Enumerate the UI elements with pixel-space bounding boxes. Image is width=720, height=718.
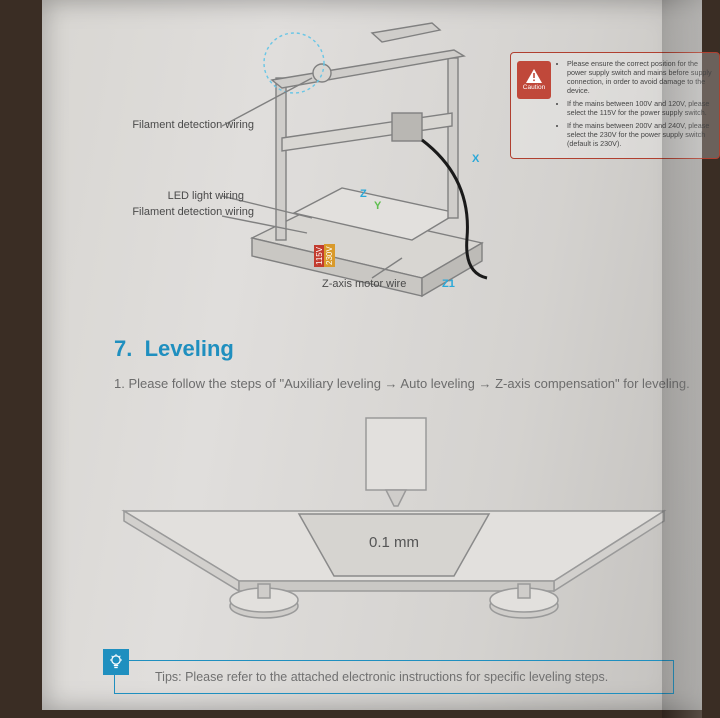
label-filament-detection-2: Filament detection wiring: [104, 206, 254, 218]
axis-x: X: [472, 153, 479, 165]
label-z1-code: Z1: [442, 278, 455, 290]
tips-text: Tips: Please refer to the attached elect…: [155, 670, 608, 684]
caution-box: Caution Please ensure the correct positi…: [510, 52, 720, 159]
section-title: Leveling: [145, 336, 234, 361]
gap-value-label: 0.1 mm: [369, 534, 419, 551]
caution-list: Please ensure the correct position for t…: [557, 59, 713, 148]
caution-item: If the mains between 100V and 120V, plea…: [567, 99, 713, 117]
leveling-diagram: 0.1 mm: [114, 406, 674, 636]
section-heading: 7. Leveling: [114, 336, 234, 362]
label-filament-detection-1: Filament detection wiring: [104, 119, 254, 131]
printer-diagram: [222, 18, 512, 298]
axis-z: Z: [360, 188, 367, 200]
axis-y: Y: [374, 200, 381, 212]
printer-illustration: [222, 18, 512, 298]
caution-item: Please ensure the correct position for t…: [567, 59, 713, 95]
manual-page: Filament detection wiring LED light wiri…: [42, 0, 702, 710]
section-step-text: 1. Please follow the steps of "Auxiliary…: [114, 376, 690, 391]
leveling-illustration: [114, 406, 674, 636]
caution-icon: Caution: [517, 61, 551, 99]
section-number: 7.: [114, 336, 132, 361]
caution-item: If the mains between 200V and 240V, plea…: [567, 121, 713, 148]
label-led-light: LED light wiring: [134, 190, 244, 202]
lightbulb-icon: [103, 649, 129, 675]
tips-box: Tips: Please refer to the attached elect…: [114, 660, 674, 694]
label-z-axis-motor: Z-axis motor wire: [322, 278, 442, 290]
warning-triangle-icon: [526, 69, 542, 83]
caution-icon-label: Caution: [523, 84, 545, 91]
voltage-230: 230V: [324, 244, 335, 267]
